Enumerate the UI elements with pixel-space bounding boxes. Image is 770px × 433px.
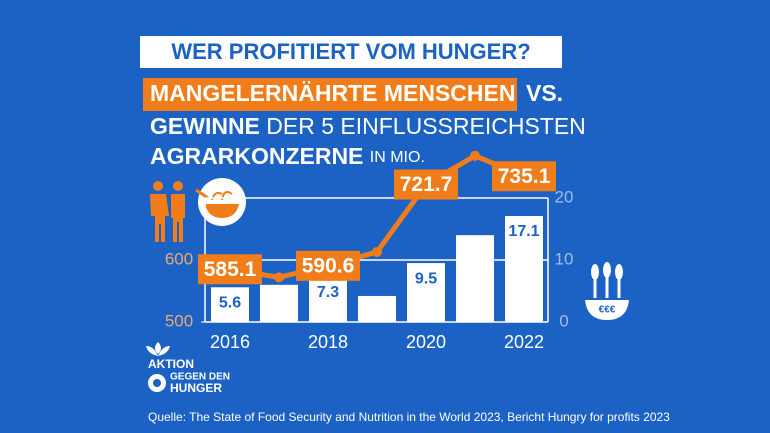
subtitle-box [143, 78, 517, 111]
people-icon [150, 181, 185, 242]
subtitle-part: IN MIO. [370, 149, 425, 166]
y-tick-label: 500 [165, 311, 193, 330]
x-tick-label: 2022 [504, 332, 544, 352]
subtitle: AGRARKONZERNE IN MIO. [150, 143, 425, 169]
logo: AKTION GEGEN DEN HUNGER [146, 342, 230, 395]
bar [456, 235, 494, 322]
bar-label: 7.3 [317, 284, 339, 301]
subtitle-part: GEWINNE [150, 113, 260, 139]
x-tick-label: 2018 [308, 332, 348, 352]
y-tick-label: 600 [165, 249, 193, 268]
point [470, 150, 480, 161]
subtitle: MANGELERNÄHRTE MENSCHEN [150, 80, 515, 106]
point-label-box [198, 254, 262, 285]
point-label: 721.7 [400, 173, 453, 196]
point-label-box [394, 169, 458, 200]
subtitle: VS. [526, 80, 563, 106]
logo-text: HUNGER [170, 381, 222, 395]
title-box [140, 36, 562, 68]
y2-tick-label: 0 [559, 311, 568, 330]
y2-tick-label: 10 [555, 249, 574, 268]
subtitle: GEWINNE DER 5 EINFLUSSREICHSTEN [150, 113, 586, 139]
chart-title: WER PROFITIERT VOM HUNGER? [171, 39, 530, 64]
bar-label: 9.5 [415, 270, 437, 287]
wheat-icon: €€€ [585, 262, 629, 320]
plot: 0 10 20 500 600 2016 2018 2020 2022 5.6 7.3 9.5 17.1… [165, 150, 574, 352]
point [372, 246, 382, 257]
bar-label: 5.6 [219, 294, 241, 311]
y2-tick-label: 20 [555, 187, 574, 206]
logo-text: GEGEN DEN [170, 372, 230, 383]
bar [309, 276, 347, 322]
bar [358, 295, 396, 322]
bar [260, 284, 298, 322]
bar [211, 287, 249, 322]
icon-text: €€€ [599, 305, 616, 316]
bar [407, 263, 445, 322]
point [274, 272, 284, 283]
bar [505, 215, 543, 322]
point-label: 585.1 [204, 258, 257, 281]
point-label: 735.1 [498, 165, 551, 188]
x-tick-label: 2020 [406, 332, 446, 352]
logo-text: AKTION [148, 357, 194, 371]
x-tick-label: 2016 [210, 332, 250, 352]
subtitle-part: AGRARKONZERNE [150, 143, 363, 169]
bar-label: 17.1 [508, 223, 539, 240]
point-label-box [492, 161, 556, 192]
source: Quelle: The State of Food Security and N… [148, 410, 670, 424]
point-label-box [296, 250, 360, 281]
point-label: 590.6 [302, 254, 355, 277]
subtitle-part: DER 5 EINFLUSSREICHSTEN [266, 113, 586, 139]
